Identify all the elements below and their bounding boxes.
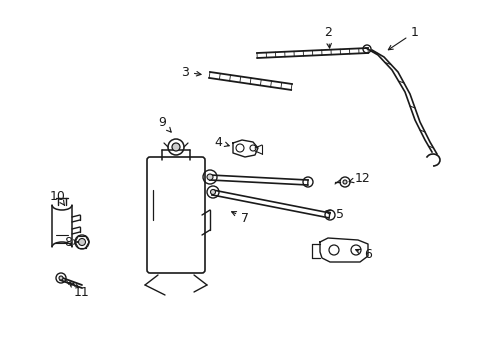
Circle shape xyxy=(172,143,180,151)
FancyBboxPatch shape xyxy=(147,157,204,273)
Text: 1: 1 xyxy=(387,26,418,50)
Text: 2: 2 xyxy=(324,26,331,48)
Circle shape xyxy=(79,238,85,246)
Text: 3: 3 xyxy=(181,66,201,78)
Text: 5: 5 xyxy=(325,208,343,221)
Text: 10: 10 xyxy=(50,189,66,206)
Text: 8: 8 xyxy=(64,235,78,248)
Text: 11: 11 xyxy=(69,283,90,298)
Text: 7: 7 xyxy=(231,211,248,225)
Text: 12: 12 xyxy=(348,171,370,184)
Circle shape xyxy=(210,189,215,194)
Text: 9: 9 xyxy=(158,116,171,132)
Circle shape xyxy=(206,174,213,180)
Circle shape xyxy=(342,180,346,184)
Text: 6: 6 xyxy=(355,248,371,261)
Circle shape xyxy=(59,276,63,280)
Text: 4: 4 xyxy=(214,135,229,148)
